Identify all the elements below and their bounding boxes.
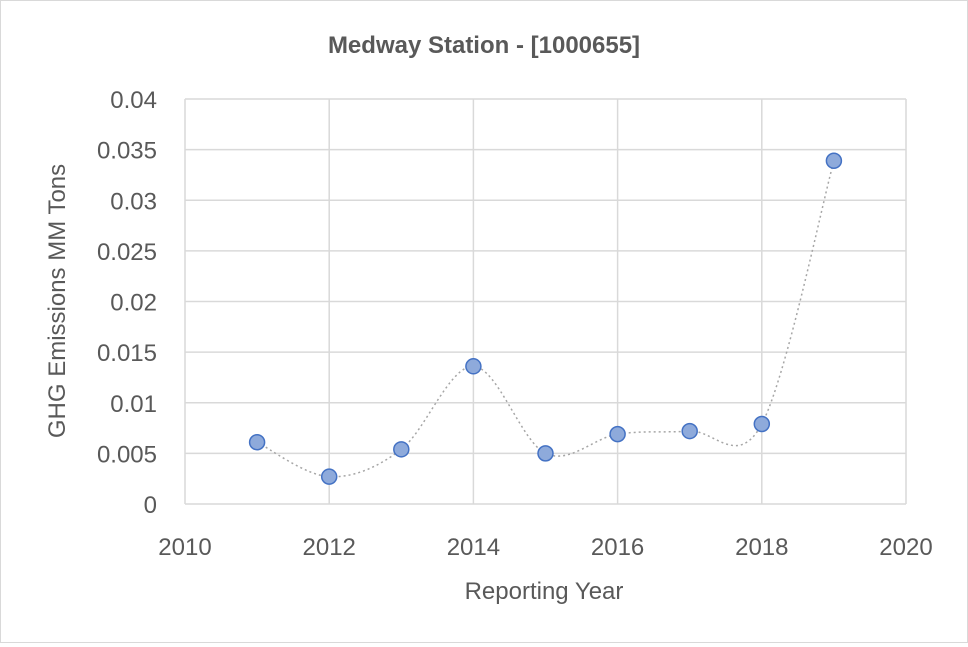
data-point [753,415,771,433]
x-tick-label: 2014 [447,534,500,561]
data-point [248,433,266,451]
y-tick-label: 0.02 [110,290,157,317]
x-tick-label: 2012 [303,534,356,561]
data-point [537,445,554,462]
y-tick-label: 0.04 [110,87,157,114]
x-tick-label: 2018 [735,534,788,561]
x-tick-label: 2016 [591,534,644,561]
y-tick-label: 0.015 [97,340,157,367]
chart-title: Medway Station - [1000655] [328,32,640,59]
x-axis-ticks: 2010 2012 2014 2016 2018 2020 [158,534,932,561]
data-point [825,152,843,170]
y-tick-label: 0.01 [110,391,157,418]
x-tick-label: 2010 [158,534,211,561]
series-trend-line [256,160,835,478]
data-points [248,152,843,485]
data-point [681,422,698,440]
y-tick-label: 0.03 [110,188,157,215]
y-axis-ticks: 0 0.005 0.01 0.015 0.02 0.025 0.03 0.035 0.04 [97,87,157,519]
x-tick-label: 2020 [879,534,932,561]
y-axis-title: GHG Emissions MM Tons [44,164,71,438]
data-point [393,441,410,458]
data-point [465,358,482,375]
gridlines [184,98,907,505]
y-tick-label: 0.025 [97,239,157,266]
y-tick-label: 0.035 [97,138,157,165]
y-tick-label: 0.005 [97,441,157,468]
data-point [320,468,338,485]
data-point [609,425,626,443]
y-tick-label: 0 [144,492,157,519]
x-axis-title: Reporting Year [465,578,624,605]
